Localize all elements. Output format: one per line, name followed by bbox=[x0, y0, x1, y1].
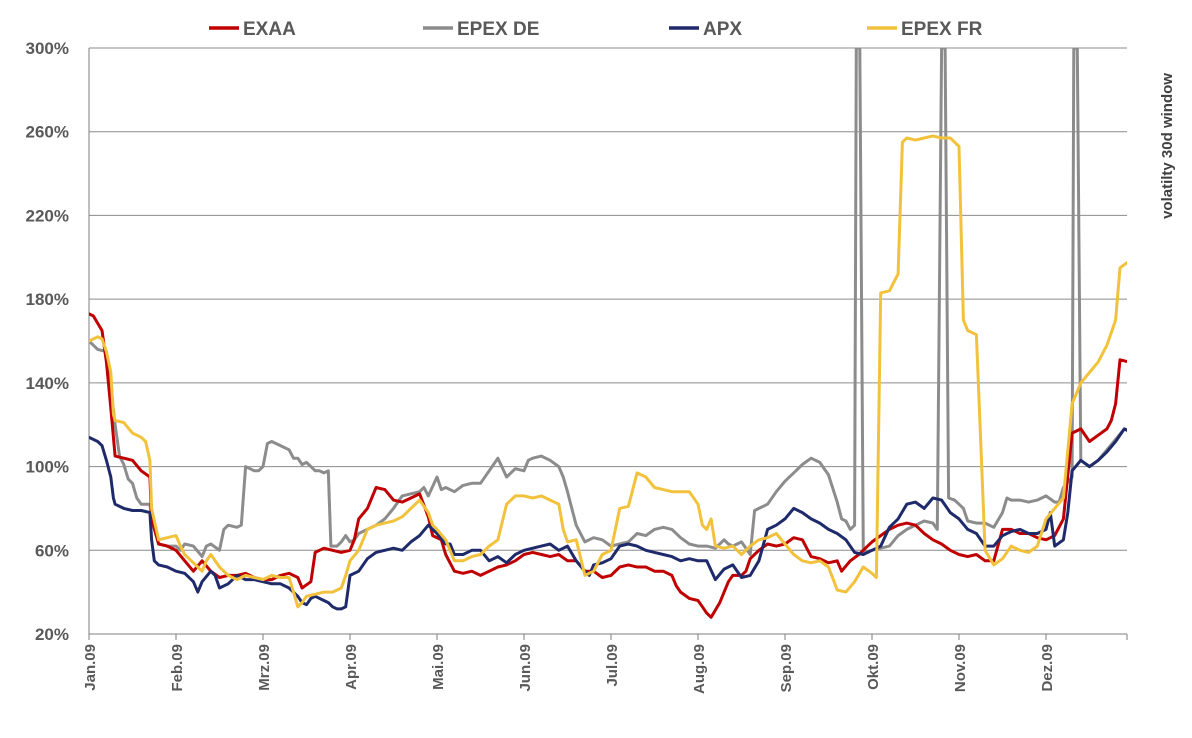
y-axis-label: volatilty 30d window bbox=[1159, 73, 1176, 219]
x-tick-label: Apr.09 bbox=[343, 644, 360, 690]
x-tick-label: Mrz.09 bbox=[256, 644, 273, 691]
x-tick-label: Jul.09 bbox=[604, 644, 621, 687]
series-line-apx bbox=[89, 427, 1127, 611]
x-tick-label: Jan.09 bbox=[82, 644, 99, 691]
y-tick-labels: 20% 60% 100% 140% 180% 220% 260% 300% bbox=[26, 39, 69, 644]
legend-label: APX bbox=[703, 19, 742, 40]
x-tick-label: Dez.09 bbox=[1039, 644, 1056, 692]
series-lines bbox=[89, 48, 1127, 619]
y-tick-label: 220% bbox=[26, 206, 69, 225]
y-tick-label: 180% bbox=[26, 290, 69, 309]
grid-lines bbox=[89, 47, 1127, 635]
x-tick-label: Aug.09 bbox=[691, 644, 708, 694]
x-tick-label: Feb.09 bbox=[169, 644, 186, 692]
x-tick-label: Jun.09 bbox=[517, 644, 534, 692]
legend-label: EPEX FR bbox=[901, 19, 983, 40]
y-tick-label: 140% bbox=[26, 374, 69, 393]
y-tick-label: 60% bbox=[35, 541, 69, 560]
y-tick-label: 300% bbox=[26, 39, 69, 58]
y-tick-label: 20% bbox=[35, 625, 69, 644]
x-tick-label: Mai.09 bbox=[430, 644, 447, 690]
x-tick-label: Nov.09 bbox=[952, 644, 969, 692]
series-line-epex-de bbox=[89, 48, 1127, 559]
legend-label: EXAA bbox=[243, 19, 296, 40]
legend-label: EPEX DE bbox=[457, 19, 539, 40]
series-line-epex-fr bbox=[89, 134, 1127, 609]
y-tick-label: 100% bbox=[26, 458, 69, 477]
y-tick-label: 260% bbox=[26, 123, 69, 142]
legend: EXAA EPEX DE APX EPEX FR bbox=[209, 19, 983, 40]
x-tick-label: Okt.09 bbox=[865, 644, 882, 690]
x-tick-labels: Jan.09 Feb.09 Mrz.09 Apr.09 Mai.09 Jun.09 Jul.… bbox=[82, 644, 1056, 694]
x-tick-label: Sep.09 bbox=[778, 644, 795, 692]
